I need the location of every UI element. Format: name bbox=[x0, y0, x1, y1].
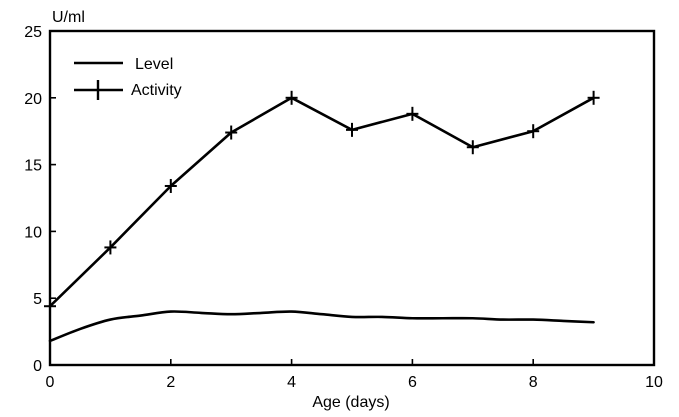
legend: Level Activity bbox=[74, 56, 182, 100]
y-tick-label-1: 5 bbox=[33, 291, 42, 308]
x-tick-label-3: 6 bbox=[408, 374, 417, 391]
y-tick-label-2: 10 bbox=[24, 224, 42, 241]
data-point-activity-9 bbox=[587, 90, 600, 105]
y-axis: 0 5 10 15 20 25 bbox=[24, 24, 56, 375]
data-point-activity-8 bbox=[527, 124, 540, 139]
x-tick-label-2: 4 bbox=[287, 374, 296, 391]
x-tick-label-4: 8 bbox=[529, 374, 538, 391]
data-point-activity-6 bbox=[406, 106, 419, 121]
data-point-activity-1 bbox=[104, 240, 117, 255]
x-tick-label-1: 2 bbox=[166, 374, 175, 391]
x-axis: 0 2 4 6 8 10 bbox=[46, 359, 663, 391]
data-point-activity-5 bbox=[346, 122, 358, 137]
legend-label-level: Level bbox=[135, 56, 173, 73]
y-tick-label-0: 0 bbox=[33, 358, 42, 375]
legend-label-activity: Activity bbox=[131, 82, 182, 99]
data-point-activity-0 bbox=[44, 299, 56, 314]
x-axis-label: Age (days) bbox=[312, 394, 389, 411]
data-point-activity-2 bbox=[164, 178, 177, 193]
y-axis-label: U/ml bbox=[52, 9, 85, 26]
y-tick-label-3: 15 bbox=[24, 158, 42, 175]
plot-frame bbox=[48, 29, 656, 367]
y-tick-label-5: 25 bbox=[24, 24, 42, 41]
series-layer bbox=[44, 90, 600, 343]
x-tick-label-5: 10 bbox=[645, 374, 663, 391]
series-line-level bbox=[48, 310, 595, 343]
series-line-activity bbox=[48, 96, 595, 308]
data-point-activity-3 bbox=[225, 125, 238, 140]
x-tick-label-0: 0 bbox=[46, 374, 55, 391]
y-tick-label-4: 20 bbox=[24, 91, 42, 108]
data-point-activity-7 bbox=[466, 140, 479, 155]
data-point-activity-4 bbox=[285, 90, 298, 105]
